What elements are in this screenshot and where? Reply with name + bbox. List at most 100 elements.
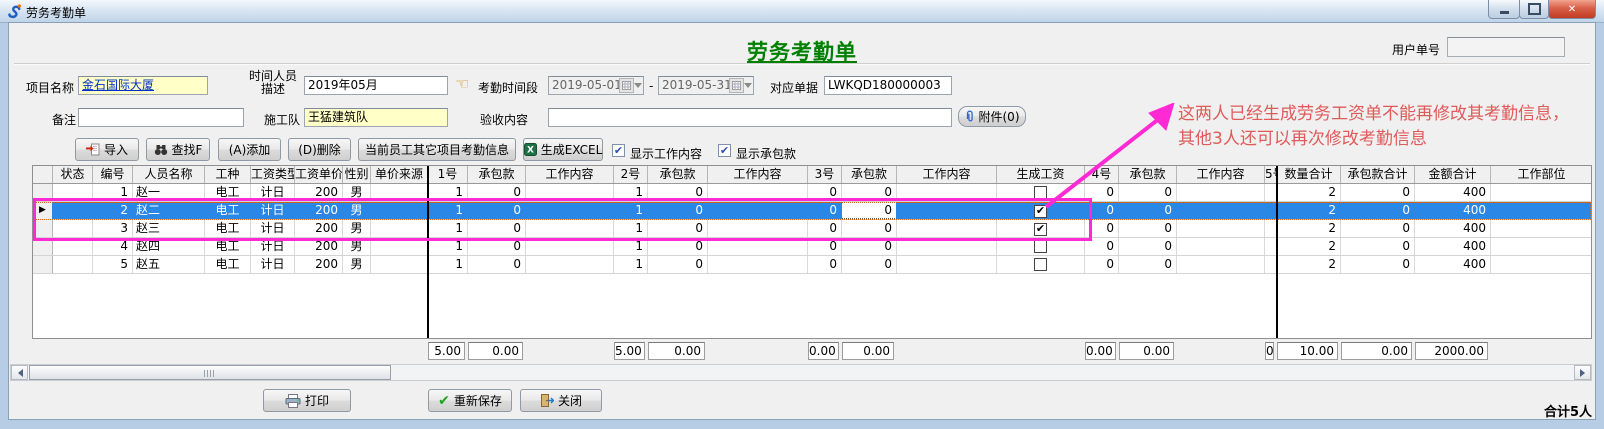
cell[interactable]: 计日 (251, 184, 295, 201)
cell[interactable]: 1 (428, 220, 468, 237)
column-header[interactable]: 状态 (53, 166, 93, 183)
column-header[interactable]: 工作内容 (897, 166, 997, 183)
column-header[interactable]: 2号 (614, 166, 648, 183)
attachment-button[interactable]: 附件(0) (958, 106, 1026, 127)
generate-excel-button[interactable]: X 生成EXCEL (523, 138, 603, 161)
cell[interactable]: 0 (1341, 184, 1415, 201)
column-header[interactable]: 人员名称 (133, 166, 205, 183)
maximize-button[interactable] (1519, 0, 1549, 19)
cell[interactable] (1491, 220, 1591, 237)
horizontal-scrollbar[interactable] (10, 364, 1592, 381)
column-header[interactable]: 4号 (1085, 166, 1119, 183)
cell[interactable]: 电工 (205, 220, 251, 237)
period-end-datepicker[interactable]: 2019-05-31 (658, 76, 754, 95)
cell[interactable]: 0 (842, 220, 897, 237)
cell[interactable] (53, 238, 93, 255)
cell[interactable]: 400 (1415, 238, 1491, 255)
column-header[interactable]: 生成工资 (997, 166, 1085, 183)
cell[interactable]: 200 (295, 238, 343, 255)
period-start-datepicker[interactable]: 2019-05-01 (548, 76, 644, 95)
column-header[interactable]: 承包款合计 (1341, 166, 1415, 183)
calendar-icon[interactable] (729, 78, 744, 93)
column-header[interactable]: 工作内容 (526, 166, 614, 183)
cell[interactable]: 0 (808, 256, 842, 273)
column-header[interactable]: 金额合计 (1415, 166, 1491, 183)
generate-payroll-cell[interactable] (997, 238, 1085, 255)
cell[interactable]: 1 (614, 238, 648, 255)
cell[interactable]: 计日 (251, 256, 295, 273)
column-header[interactable]: 3号 (808, 166, 842, 183)
delete-button[interactable]: (D)删除 (288, 138, 351, 161)
cell[interactable]: 0 (1119, 256, 1177, 273)
cell[interactable]: 计日 (251, 220, 295, 237)
cell[interactable]: 赵三 (133, 220, 205, 237)
cell[interactable]: 0 (1341, 202, 1415, 219)
row-indicator-cell[interactable] (33, 238, 53, 255)
cell[interactable]: 0 (1341, 256, 1415, 273)
column-header[interactable]: 性别 (343, 166, 371, 183)
generate-payroll-checkbox[interactable]: ✔ (1034, 222, 1047, 236)
cell[interactable]: 0 (808, 220, 842, 237)
attendance-grid[interactable]: 状态 编号 人员名称 工种 工资类型 工资单价 性别 单价来源 1号 承包款 工作内容 2号 承包款 工作… (32, 165, 1592, 339)
cell[interactable]: 1 (614, 256, 648, 273)
cell[interactable]: 0 (1341, 220, 1415, 237)
cell[interactable]: 0 (808, 184, 842, 201)
calendar-icon[interactable] (619, 78, 634, 93)
cell[interactable] (897, 238, 997, 255)
cell[interactable]: 0 (1085, 202, 1119, 219)
cell[interactable]: 3 (93, 220, 133, 237)
resave-button[interactable]: ✔ 重新保存 (428, 389, 512, 412)
print-button[interactable]: 打印 (263, 389, 351, 412)
cell[interactable]: 400 (1415, 256, 1491, 273)
cell[interactable]: 0 (648, 256, 708, 273)
cell[interactable]: 2 (1277, 256, 1341, 273)
cell[interactable] (1265, 184, 1277, 201)
column-header[interactable]: 承包款 (648, 166, 708, 183)
column-header[interactable]: 承包款 (842, 166, 897, 183)
cell[interactable] (526, 202, 614, 219)
cell[interactable]: 0 (1085, 184, 1119, 201)
cell[interactable]: 1 (614, 184, 648, 201)
cell[interactable]: 0 (648, 202, 708, 219)
cell[interactable]: 赵二 (133, 202, 205, 219)
cell[interactable]: 400 (1415, 220, 1491, 237)
cell[interactable] (1177, 256, 1265, 273)
cell[interactable]: 赵一 (133, 184, 205, 201)
cell[interactable]: 200 (295, 202, 343, 219)
cell[interactable]: 5 (93, 256, 133, 273)
cell[interactable]: 男 (343, 184, 371, 201)
cell[interactable] (1265, 202, 1277, 219)
column-header[interactable]: 数量合计 (1277, 166, 1341, 183)
cell[interactable] (708, 202, 808, 219)
construction-team-input[interactable]: 王猛建筑队 (304, 108, 448, 127)
cell[interactable]: 1 (428, 184, 468, 201)
cell[interactable] (526, 256, 614, 273)
doc-number-input[interactable]: LWKQD180000003 (824, 76, 952, 95)
show-work-content-checkbox[interactable]: ✔ (612, 144, 625, 157)
scrollbar-thumb[interactable] (29, 365, 391, 380)
cell[interactable]: 2 (1277, 184, 1341, 201)
cell[interactable]: 0 (1085, 220, 1119, 237)
cell[interactable] (53, 220, 93, 237)
column-header[interactable]: 单价来源 (371, 166, 428, 183)
cell[interactable]: 1 (428, 238, 468, 255)
cell[interactable]: 1 (428, 202, 468, 219)
column-header[interactable]: 编号 (93, 166, 133, 183)
cell[interactable] (526, 184, 614, 201)
cell[interactable] (1265, 238, 1277, 255)
column-header[interactable]: 承包款 (1119, 166, 1177, 183)
column-header[interactable]: 工作部位 (1491, 166, 1591, 183)
cell[interactable]: 200 (295, 184, 343, 201)
cell[interactable] (1177, 220, 1265, 237)
cell[interactable] (1491, 238, 1591, 255)
cell[interactable]: 赵四 (133, 238, 205, 255)
show-contract-checkbox[interactable]: ✔ (718, 144, 731, 157)
generate-payroll-cell[interactable]: ✔ (997, 202, 1085, 219)
cell[interactable]: 电工 (205, 238, 251, 255)
cell[interactable]: 200 (295, 220, 343, 237)
cell[interactable]: 赵五 (133, 256, 205, 273)
cell[interactable]: 计日 (251, 202, 295, 219)
cell[interactable]: 2 (1277, 238, 1341, 255)
find-button[interactable]: 查找F (146, 138, 210, 161)
cell[interactable]: 1 (93, 184, 133, 201)
